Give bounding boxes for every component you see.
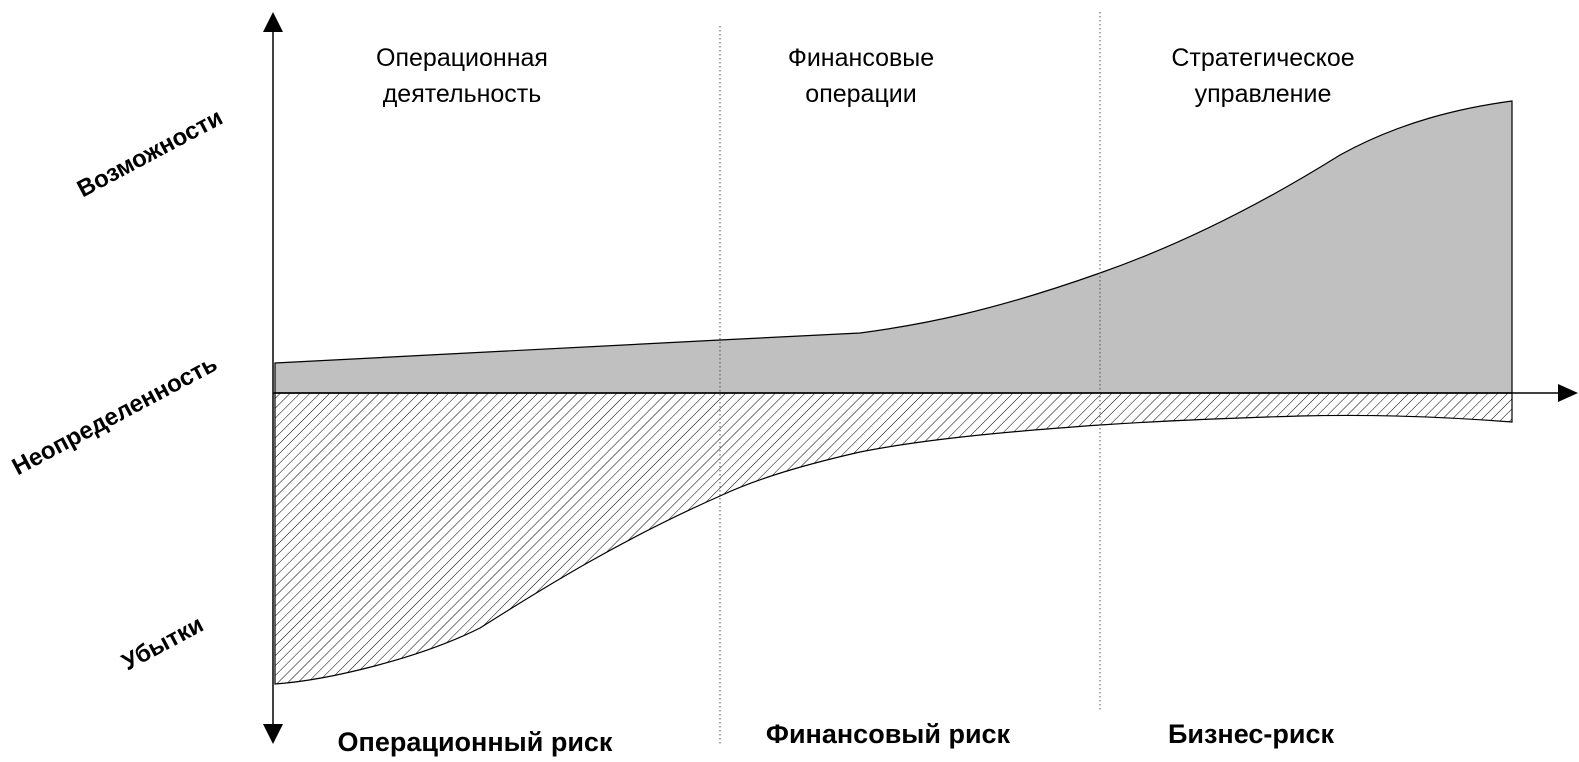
opportunity-area xyxy=(274,100,1513,394)
zone-title-strategic: Стратегическое управление xyxy=(1171,44,1355,108)
loss-area xyxy=(274,392,1513,685)
zone-title-financial: Финансовые операции xyxy=(787,44,935,108)
axis-arrow-right-icon xyxy=(1558,384,1578,402)
risk-title-financial: Финансовый риск xyxy=(765,719,1011,749)
axis-arrow-up-icon xyxy=(263,12,283,32)
axis-arrow-down-icon xyxy=(263,724,283,744)
zone-title-operational: Операционная деятельность xyxy=(376,44,548,108)
risk-title-business: Бизнес-риск xyxy=(1167,719,1335,749)
risk-title-operational: Операционный риск xyxy=(337,727,613,757)
